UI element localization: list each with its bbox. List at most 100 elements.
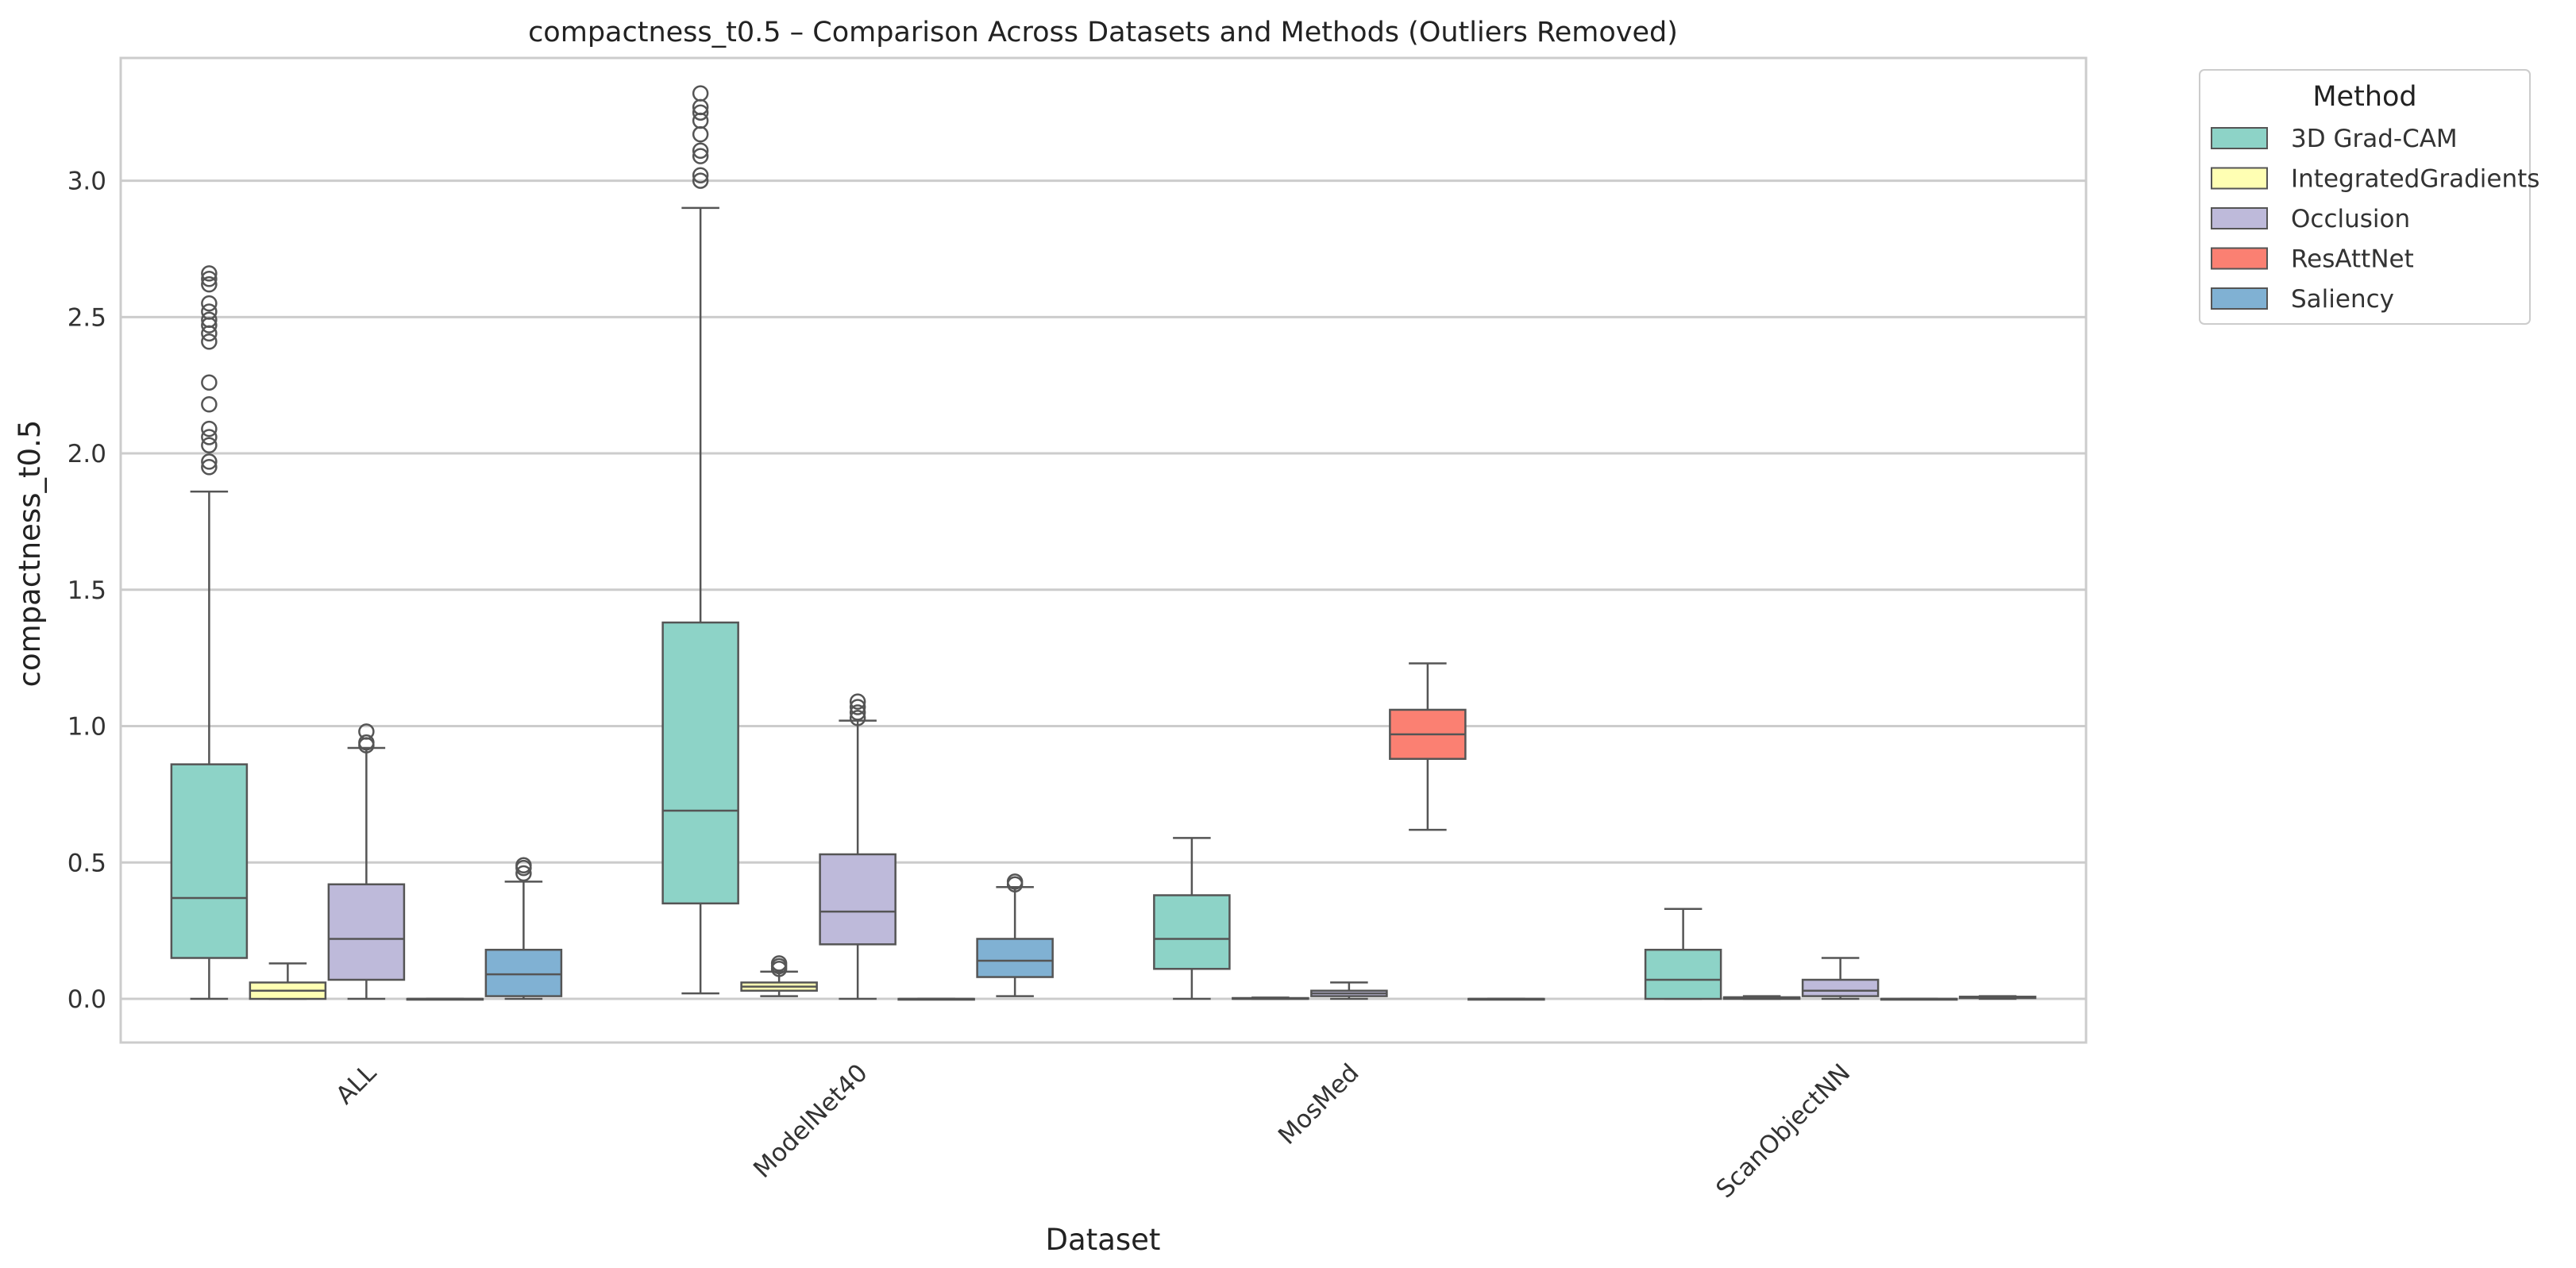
outlier-point: [201, 333, 218, 350]
outlier-point: [201, 265, 218, 282]
outlier-point: [201, 429, 218, 445]
x-tick-label: ModelNet40: [748, 1058, 873, 1184]
box: [170, 265, 249, 1000]
box-iqr: [327, 883, 406, 981]
outlier-point: [515, 857, 532, 873]
outlier-point: [849, 699, 866, 715]
box-iqr: [170, 763, 249, 959]
box: [819, 693, 897, 1000]
legend-label: 3D Grad-CAM: [2291, 125, 2458, 153]
grid-lines: [121, 179, 2086, 1000]
outlier-point: [201, 311, 218, 329]
y-tick-label: 2.5: [67, 303, 106, 332]
outlier-point: [201, 420, 218, 437]
legend-item: 3D Grad-CAM: [2211, 125, 2458, 153]
box: [897, 997, 975, 1001]
y-tick-labels: 0.0 0.5 1.0 1.5 2.0 2.5 3.0: [67, 168, 106, 1014]
legend-swatch: [2211, 167, 2268, 190]
legend-label: Saliency: [2291, 285, 2394, 314]
outlier-point: [201, 374, 218, 391]
legend-label: IntegratedGradients: [2291, 165, 2539, 194]
outlier-point: [201, 303, 218, 320]
y-tick-label: 1.0: [67, 713, 106, 742]
box-iqr: [661, 621, 739, 905]
legend-swatch: [2211, 127, 2268, 149]
series-saliency: [484, 857, 2037, 1001]
series-3d-grad-cam: [170, 85, 1722, 1000]
outlier-point: [201, 270, 218, 287]
box: [1958, 995, 2037, 1000]
box: [249, 962, 327, 1000]
box: [1722, 995, 1801, 1000]
legend-label: ResAttNet: [2291, 245, 2414, 274]
box-series: [170, 85, 2037, 1001]
y-tick-label: 1.5: [67, 576, 106, 605]
legend-swatch: [2211, 207, 2268, 229]
series-integratedgradients: [249, 955, 1801, 1000]
outlier-point: [692, 125, 709, 143]
box-iqr: [1153, 894, 1231, 970]
series-resattnet: [406, 662, 1958, 1001]
legend-label: Occlusion: [2291, 205, 2410, 233]
plot-frame: [119, 56, 2088, 1044]
box: [484, 857, 563, 1000]
outlier-point: [692, 112, 709, 129]
outlier-point: [692, 142, 709, 160]
box-iqr: [1644, 948, 1722, 1000]
outlier-point: [201, 437, 218, 454]
outlier-point: [201, 295, 218, 312]
legend-items: 3D Grad-CAM IntegratedGradients Occlusion R…: [2211, 125, 2539, 314]
y-axis-label: compactness_t0.5: [13, 420, 47, 688]
outlier-point: [692, 167, 709, 183]
box: [1389, 662, 1467, 831]
box: [661, 85, 739, 995]
outlier-point: [692, 104, 709, 121]
box: [976, 873, 1054, 997]
series-occlusion: [327, 693, 1880, 1000]
outlier-point: [849, 704, 866, 721]
outlier-point: [358, 723, 375, 740]
x-tick-labels: ALL ModelNet40 MosMed ScanObjectNN: [330, 1058, 1856, 1204]
legend-item: ResAttNet: [2211, 245, 2414, 274]
box: [1310, 981, 1388, 1000]
legend: Method 3D Grad-CAM IntegratedGradients Occ…: [2199, 69, 2539, 325]
outlier-point: [770, 955, 788, 972]
box-iqr: [484, 948, 563, 997]
y-tick-label: 0.5: [67, 849, 106, 877]
box: [1232, 996, 1309, 1000]
box: [1801, 957, 1880, 1000]
outlier-point: [692, 172, 709, 189]
legend-item: Saliency: [2211, 285, 2394, 314]
x-axis-label: Dataset: [1046, 1223, 1161, 1257]
x-tick-label: ALL: [330, 1058, 382, 1110]
outlier-point: [201, 453, 218, 470]
y-tick-label: 3.0: [67, 168, 106, 196]
x-tick-label: MosMed: [1273, 1058, 1365, 1150]
outlier-point: [358, 734, 375, 751]
box: [1153, 837, 1231, 1000]
outlier-point: [201, 395, 218, 413]
legend-swatch: [2211, 287, 2268, 310]
outlier-point: [515, 865, 532, 882]
box-iqr: [976, 938, 1054, 978]
box-iqr: [1801, 978, 1880, 997]
outlier-point: [849, 709, 866, 726]
outlier-point: [849, 693, 866, 710]
legend-swatch: [2211, 247, 2268, 270]
outlier-point: [201, 458, 218, 476]
box: [327, 723, 406, 1000]
outlier-point: [201, 325, 218, 342]
box: [1644, 908, 1722, 1000]
box: [406, 997, 484, 1001]
outlier-point: [692, 148, 709, 164]
outlier-point: [692, 85, 709, 102]
box: [740, 955, 818, 997]
x-tick-label: ScanObjectNN: [1710, 1058, 1856, 1204]
y-tick-label: 2.0: [67, 440, 106, 468]
box-iqr: [819, 853, 897, 946]
box: [1880, 997, 1958, 1001]
outlier-point: [201, 276, 218, 293]
box: [1467, 997, 1545, 1001]
legend-item: Occlusion: [2211, 205, 2410, 233]
